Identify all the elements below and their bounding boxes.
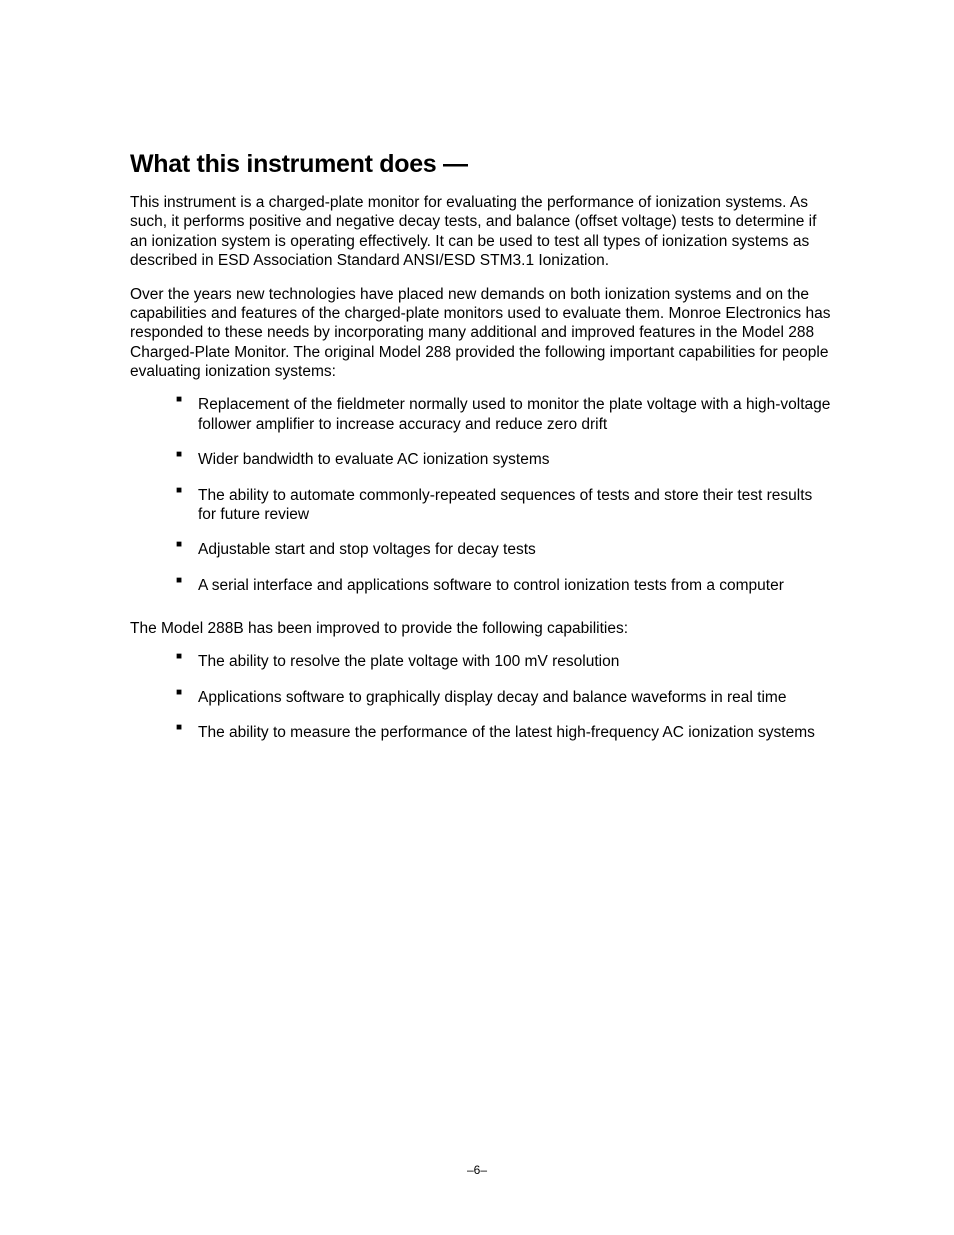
page-number: –6– xyxy=(0,1163,954,1177)
transition-paragraph: The Model 288B has been improved to prov… xyxy=(130,619,834,638)
list-item: The ability to automate commonly-repeate… xyxy=(176,486,834,525)
intro-paragraph-1: This instrument is a charged-plate monit… xyxy=(130,193,834,271)
list-item: The ability to resolve the plate voltage… xyxy=(176,652,834,671)
intro-paragraph-2: Over the years new technologies have pla… xyxy=(130,285,834,382)
capabilities-list-288: Replacement of the fieldmeter normally u… xyxy=(130,395,834,595)
list-item: Wider bandwidth to evaluate AC ionizatio… xyxy=(176,450,834,469)
list-item: The ability to measure the performance o… xyxy=(176,723,834,742)
list-item: Adjustable start and stop voltages for d… xyxy=(176,540,834,559)
capabilities-list-288b: The ability to resolve the plate voltage… xyxy=(130,652,834,742)
list-item: Applications software to graphically dis… xyxy=(176,688,834,707)
list-item: A serial interface and applications soft… xyxy=(176,576,834,595)
page-title: What this instrument does — xyxy=(130,150,834,179)
list-item: Replacement of the fieldmeter normally u… xyxy=(176,395,834,434)
